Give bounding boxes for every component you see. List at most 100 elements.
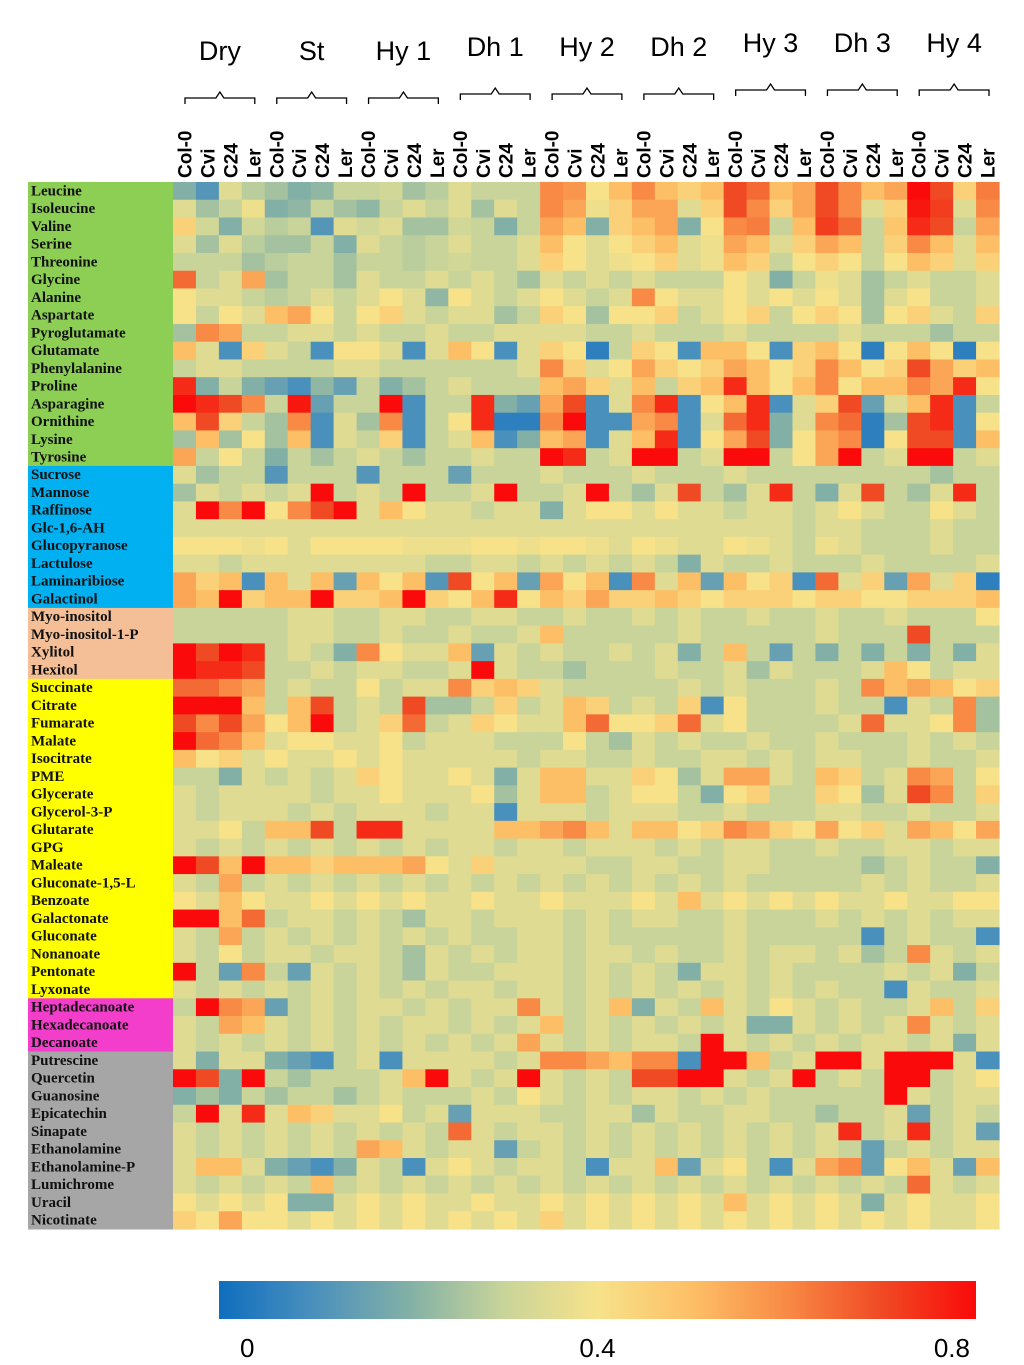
heatmap-cell — [402, 235, 426, 254]
heatmap-cell — [884, 288, 908, 307]
heatmap-cell — [930, 572, 954, 591]
heatmap-cell — [792, 945, 817, 964]
heatmap-cell — [218, 306, 243, 325]
heatmap-cell — [310, 519, 335, 538]
heatmap-cell — [930, 962, 954, 982]
heatmap-cell — [677, 643, 702, 662]
heatmap-cell — [608, 962, 633, 982]
heatmap-cell — [540, 945, 564, 964]
heatmap-cell — [608, 448, 633, 467]
heatmap-cell — [241, 377, 266, 396]
heatmap-cell — [769, 572, 794, 591]
heatmap-cell — [631, 785, 656, 804]
heatmap-cell — [631, 199, 656, 219]
heatmap-cell — [287, 749, 312, 769]
heatmap-cell — [654, 980, 679, 999]
heatmap-cell — [540, 1033, 564, 1053]
heatmap-cell — [494, 1033, 518, 1053]
heatmap-cell — [884, 856, 908, 875]
heatmap-cell — [471, 607, 495, 627]
heatmap-cell — [195, 519, 220, 538]
heatmap-cell — [218, 235, 243, 254]
heatmap-cell — [769, 874, 794, 893]
heatmap-cell — [838, 785, 862, 804]
heatmap-cell — [264, 412, 289, 432]
heatmap-cell — [608, 1158, 633, 1177]
heatmap-cell — [884, 412, 908, 432]
heatmap-cell — [746, 536, 771, 556]
heatmap-cell — [448, 1033, 472, 1053]
heatmap-cell — [677, 306, 702, 325]
heatmap-cell — [448, 288, 472, 307]
heatmap-cell — [976, 1104, 1000, 1124]
heatmap-cell — [402, 270, 426, 290]
heatmap-cell — [540, 998, 564, 1017]
heatmap-cell — [976, 945, 1000, 964]
heatmap-cell — [746, 182, 771, 201]
heatmap-cell — [930, 1104, 954, 1124]
heatmap-cell — [310, 572, 335, 591]
heatmap-cell — [195, 980, 220, 999]
heatmap-cell — [517, 962, 541, 982]
heatmap-cell — [700, 1069, 725, 1088]
heatmap-cell — [976, 1175, 1000, 1195]
heatmap-cell — [173, 199, 197, 219]
heatmap-cell — [218, 359, 243, 378]
row-labels: LeucineIsoleucineValineSerineThreonineGl… — [31, 183, 138, 1228]
heatmap-cell — [953, 377, 977, 396]
heatmap-cell — [953, 1104, 977, 1124]
heatmap-cell — [471, 1175, 495, 1195]
heatmap-cell — [471, 1122, 495, 1141]
heatmap-cell — [333, 519, 358, 538]
heatmap-cell — [884, 1193, 908, 1212]
heatmap-cell — [494, 182, 518, 201]
heatmap-cell — [402, 1087, 426, 1106]
heatmap-cell — [173, 519, 197, 538]
heatmap-cell — [241, 785, 266, 804]
heatmap-cell — [517, 306, 541, 325]
heatmap-cell — [723, 217, 748, 236]
heatmap-cell — [471, 590, 495, 609]
heatmap-cell — [563, 1193, 587, 1212]
heatmap-cell — [654, 359, 679, 378]
heatmap-cell — [976, 856, 1000, 875]
heatmap-cell — [586, 270, 610, 290]
heatmap-cell — [379, 891, 404, 911]
group-brace — [551, 86, 623, 100]
heatmap-cell — [448, 838, 472, 857]
column-label: C24 — [772, 143, 793, 178]
heatmap-cell — [402, 696, 426, 715]
heatmap-cell — [264, 536, 289, 556]
category-band-2 — [28, 607, 173, 680]
heatmap-cell — [173, 678, 197, 698]
heatmap-cell — [907, 714, 931, 733]
heatmap-cell — [379, 1175, 404, 1195]
heatmap-cell — [379, 732, 404, 751]
heatmap-cell — [884, 838, 908, 857]
heatmap-cell — [402, 182, 426, 201]
heatmap-cell — [861, 838, 885, 857]
heatmap-cell — [608, 1211, 633, 1230]
heatmap-cell — [333, 678, 358, 698]
heatmap-cell — [425, 785, 449, 804]
heatmap-cell — [425, 394, 449, 414]
scale-tick-label: 0 — [240, 1333, 254, 1363]
heatmap-cell — [953, 1140, 977, 1159]
heatmap-cell — [310, 448, 335, 467]
heatmap-cell — [195, 945, 220, 964]
heatmap-cell — [907, 1122, 931, 1141]
heatmap-cell — [471, 1211, 495, 1230]
heatmap-cell — [884, 199, 908, 219]
heatmap-cell — [654, 288, 679, 307]
heatmap-cell — [241, 412, 266, 432]
heatmap-cell — [379, 536, 404, 556]
heatmap-cell — [402, 998, 426, 1017]
heatmap-cell — [907, 785, 931, 804]
heatmap-cell — [517, 341, 541, 361]
heatmap-cell — [723, 856, 748, 875]
heatmap-cell — [631, 1211, 656, 1230]
row-label: Glutarate — [31, 822, 94, 838]
row-label: Putrescine — [31, 1053, 99, 1069]
heatmap-cell — [608, 394, 633, 414]
heatmap-cell — [700, 891, 725, 911]
